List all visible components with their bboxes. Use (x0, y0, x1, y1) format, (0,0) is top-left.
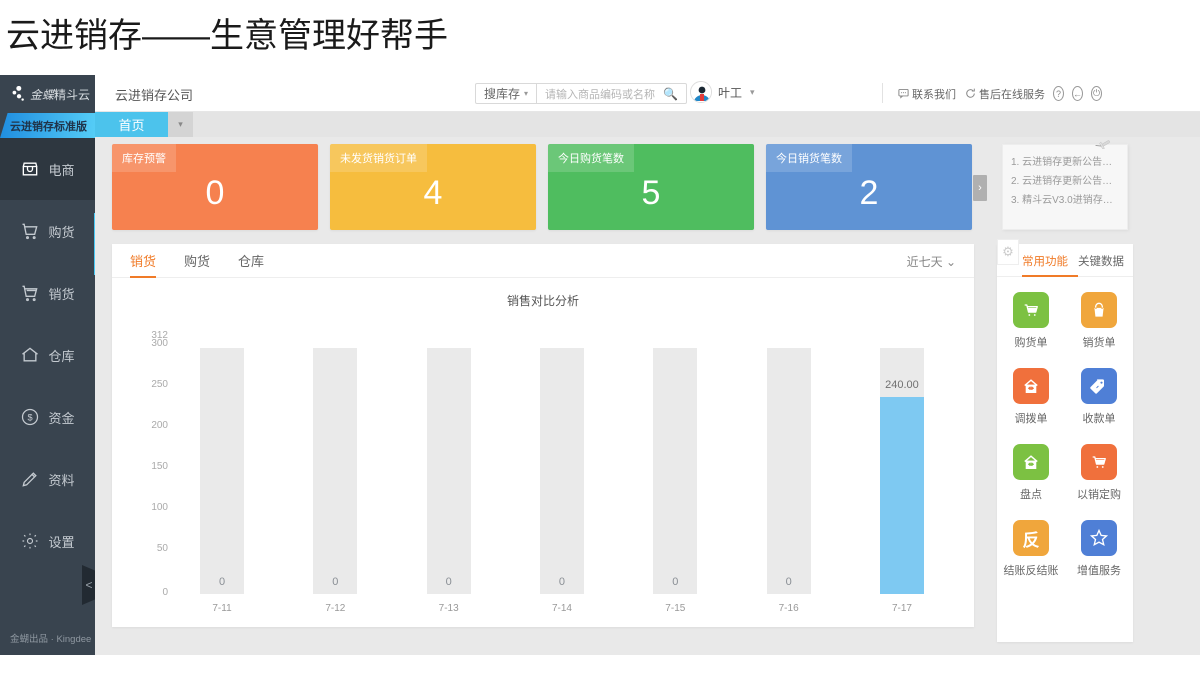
svg-text:$: $ (28, 412, 33, 422)
